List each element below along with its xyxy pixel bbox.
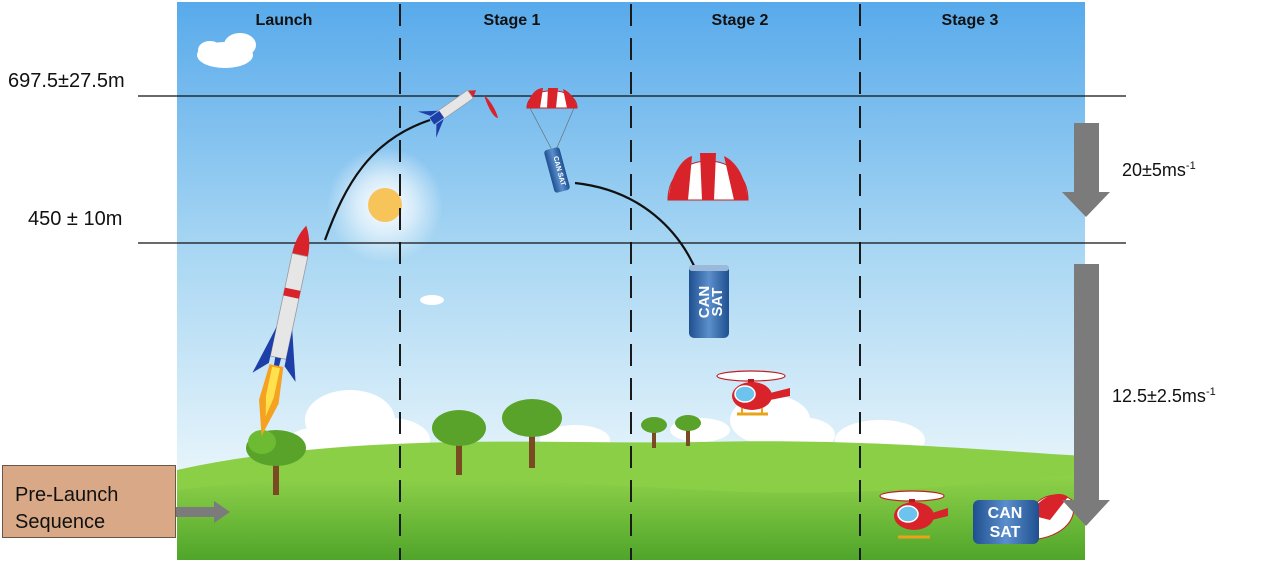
descent-rate-2-exponent: -1 — [1205, 386, 1216, 398]
stage-title-2: Stage 2 — [711, 12, 769, 29]
cansat-landed-icon: CAN SAT — [973, 494, 1075, 544]
cloud-small — [197, 33, 256, 68]
rocket-icon — [252, 225, 310, 436]
sun-icon — [327, 147, 443, 263]
tree-5 — [675, 415, 701, 446]
altitude-label-lower: 450 ± 10m — [28, 208, 123, 230]
prelaunch-label: Pre-Launch Sequence — [15, 484, 119, 533]
tree-3 — [502, 399, 562, 468]
parachute-large-icon — [667, 153, 749, 201]
tree-2 — [432, 410, 486, 475]
rocket-trajectory — [323, 118, 431, 241]
descent-rate-1: 20±5ms-1 — [1122, 160, 1196, 181]
descent-rate-1-exponent: -1 — [1185, 160, 1196, 172]
altitude-label-upper: 697.5±27.5m — [8, 70, 125, 92]
descent-arrow-2 — [1062, 264, 1110, 526]
stage-title-3: Stage 3 — [941, 12, 999, 29]
prelaunch-arrow — [164, 501, 230, 523]
descent-rate-2-value: 12.5±2.5ms — [1112, 386, 1206, 406]
stage-title-launch: Launch — [255, 12, 313, 29]
cansat-large-text-1: CAN — [696, 286, 713, 319]
cansat-large-text-2: SAT — [709, 288, 726, 317]
cansat-trajectory — [574, 181, 700, 276]
stage-dividers — [399, 4, 861, 560]
cansat-small-icon: CAN SAT — [544, 147, 570, 193]
stage-title-1: Stage 1 — [483, 12, 541, 29]
parachute-icon — [526, 88, 578, 151]
prelaunch-box: Pre-Launch Sequence — [2, 465, 176, 538]
cansat-small-text-2: SAT — [556, 172, 566, 188]
descent-arrow-1 — [1062, 123, 1110, 217]
cloud-tiny — [420, 295, 444, 305]
cansat-large-icon: CAN SAT — [689, 265, 729, 338]
descent-rate-2: 12.5±2.5ms-1 — [1112, 386, 1216, 407]
helicopter-icon — [716, 370, 790, 416]
helicopter-landed-icon — [879, 490, 948, 539]
nose-cone-icon — [484, 95, 498, 118]
descent-rate-1-value: 20±5ms — [1122, 160, 1186, 180]
tree-1 — [246, 430, 306, 495]
cansat-small-text-1: CAN — [552, 156, 563, 172]
cansat-landed-text-1: CAN — [988, 505, 1023, 522]
tree-4 — [641, 417, 667, 448]
cansat-landed-text-2: SAT — [990, 524, 1021, 541]
